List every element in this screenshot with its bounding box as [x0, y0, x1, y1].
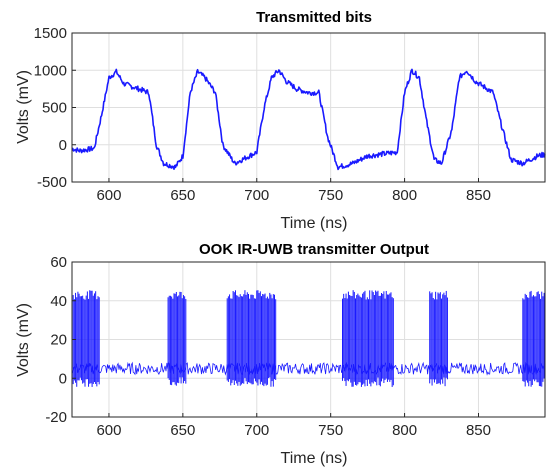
y-tick-label: 60: [50, 254, 67, 271]
grid: [72, 261, 545, 418]
plot-area: [71, 290, 546, 387]
plot-area: [71, 68, 546, 171]
x-tick-label: 800: [392, 187, 417, 204]
x-tick-label: 700: [244, 187, 269, 204]
x-tick-label: 650: [170, 187, 195, 204]
axis-ticks: 600 650 700 750 800 850 -20 0 20 40 60: [45, 254, 491, 439]
y-tick-label: 1000: [34, 62, 67, 79]
x-tick-label: 850: [466, 187, 491, 204]
chart-title: Transmitted bits: [256, 9, 372, 26]
y-tick-label: 0: [59, 370, 67, 387]
y-tick-label: -20: [45, 409, 67, 426]
x-tick-label: 700: [244, 422, 269, 439]
series-line: [71, 68, 546, 171]
y-tick-label: 0: [59, 137, 67, 154]
y-tick-label: 40: [50, 293, 67, 310]
axis-ticks: 600 650 700 750 800 850 -500 0 500 1000 1500: [34, 25, 491, 204]
pulse-burst: [429, 290, 448, 387]
chart-title: OOK IR-UWB transmitter Output: [199, 241, 429, 258]
panel-transmitter-output: OOK IR-UWB transmitter Output Volts (mV)…: [15, 241, 546, 467]
axes-frame: [71, 261, 546, 418]
x-tick-label: 850: [466, 422, 491, 439]
x-axis-label: Time (ns): [281, 215, 348, 232]
pulse-burst: [71, 290, 100, 387]
x-tick-label: 600: [96, 187, 121, 204]
y-tick-label: 1500: [34, 25, 67, 42]
grid: [72, 32, 545, 183]
axes-frame: [71, 32, 546, 183]
pulse-burst: [167, 291, 187, 386]
y-axis-label: Volts (mV): [15, 70, 32, 144]
x-tick-label: 800: [392, 422, 417, 439]
x-axis-label: Time (ns): [281, 450, 348, 467]
baseline-noise: [71, 361, 546, 376]
panel-transmitted-bits: Transmitted bits Volts (mV) Time (ns) 60…: [15, 9, 546, 232]
y-tick-label: -500: [37, 174, 67, 191]
x-tick-label: 650: [170, 422, 195, 439]
y-tick-label: 500: [42, 100, 67, 117]
pulse-burst: [522, 290, 545, 387]
pulse-burst: [226, 290, 277, 387]
x-tick-label: 750: [318, 422, 343, 439]
y-tick-label: 20: [50, 332, 67, 349]
x-tick-label: 750: [318, 187, 343, 204]
x-tick-label: 600: [96, 422, 121, 439]
y-axis-label: Volts (mV): [15, 303, 32, 377]
pulse-burst: [341, 290, 394, 387]
